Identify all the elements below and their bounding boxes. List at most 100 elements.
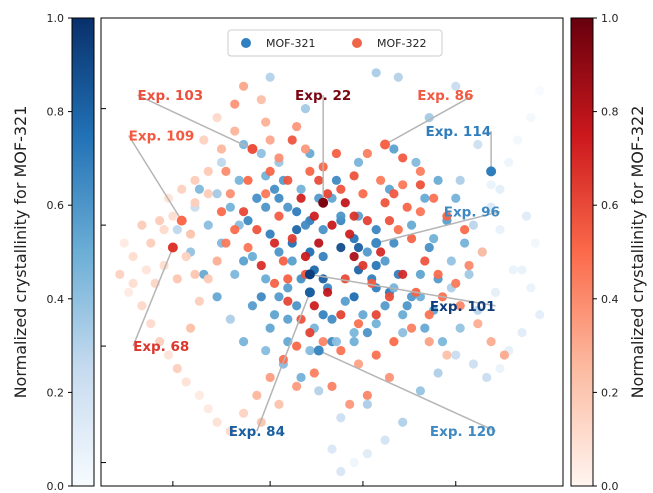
mof321-point [292,207,302,217]
mof322-point [415,166,425,176]
mof322-point [296,193,306,203]
left-colorbar [71,17,95,487]
mof321-point [212,189,222,199]
mof322-point [243,242,253,253]
mof322-point [300,251,311,262]
mof321-point [371,319,381,329]
mof321-point [274,193,284,203]
mof321-point [415,386,425,396]
mof321-point [495,363,505,374]
mof321-point [371,68,381,78]
annotation-label: Exp. 22 [295,88,351,104]
mof322-point [433,269,443,279]
mof321-point [349,292,359,302]
scatter-points-highlighted [167,139,497,356]
mof322-point [349,211,359,221]
mof322-point [194,296,204,306]
mof322-point [336,310,346,320]
mof322-point [349,251,359,262]
mof321-point [265,72,275,82]
mof321-point [433,368,443,378]
mof322-point [371,350,381,360]
mof322-point [415,207,425,217]
left-colorbar-label: Normalized crystallinity for MOF-321 [11,106,30,399]
mof322-point [181,377,191,387]
mof321-point [495,184,505,194]
mof321-point [362,247,372,257]
mof322-point [194,390,204,400]
mof321-point [216,157,227,167]
mof322-point [384,216,395,226]
mof322-point [340,198,350,208]
mof321-point [336,242,346,253]
annotation-label: Exp. 68 [133,339,189,355]
mof322-point [283,175,293,185]
mof321-point [172,225,182,235]
mof321-point [398,328,408,338]
mof321-point [517,265,527,275]
mof321-point [455,323,465,333]
mof322-point [203,274,213,284]
mof322-point [305,328,315,338]
mof322-point [252,225,262,235]
mof322-point [384,372,395,383]
mof321-point [424,242,434,253]
mof322-point [331,148,342,159]
left-colorbar-tick-label: 0.6 [47,199,65,212]
mof322-point [309,301,319,311]
highlighted-point [247,143,258,154]
mof322-point [349,171,359,181]
right-colorbar-tick-label: 0.4 [601,293,619,306]
mof321-point [318,310,328,320]
annotation-leader-line [318,349,496,432]
mof322-point [322,189,333,199]
mof322-point [239,408,249,418]
mof322-point [269,238,280,248]
left-colorbar-tick-label: 0.0 [47,480,65,493]
legend-box [227,29,443,57]
annotation-label: Exp. 109 [129,129,195,145]
right-colorbar-tick-label: 0.0 [601,480,619,493]
mof322-point [221,238,231,248]
right-colorbar-tick-label: 1.0 [601,12,619,25]
mof321-point [234,175,244,185]
mof321-point [521,211,532,221]
mof321-point [380,301,390,311]
mof322-point [402,202,412,212]
mof322-point [398,153,408,163]
highlighted-point [304,269,315,280]
mof321-point [269,310,280,320]
mof321-point [482,372,492,383]
mof321-point [225,314,235,324]
mof322-point [305,166,315,176]
mof321-point [424,113,434,123]
mof322-point [327,220,337,230]
highlighted-point [380,139,391,150]
mof322-point [146,238,156,248]
mof321-point [283,314,293,324]
mof322-point [115,269,125,279]
mof322-point [477,247,487,257]
mof322-point [376,175,386,185]
annotation-label: Exp. 101 [430,299,496,315]
mof322-point [190,175,200,185]
mof322-point [473,319,483,329]
mof321-point [300,104,311,114]
mof322-point [336,184,346,194]
mof322-point [256,95,266,105]
mof321-point [274,247,284,257]
mof322-point [393,225,403,235]
mof322-point [327,381,337,391]
mof321-point [371,225,381,235]
mof321-point [239,256,249,266]
mof322-point [384,292,395,302]
mof322-point [159,225,169,235]
mof322-point [353,319,364,329]
mof321-point [203,220,213,230]
mof321-point [292,301,302,311]
highlighted-point [176,215,187,226]
mof322-point [424,337,434,347]
mof322-point [203,189,213,199]
mof321-point [490,287,501,297]
mof322-point [406,233,417,244]
